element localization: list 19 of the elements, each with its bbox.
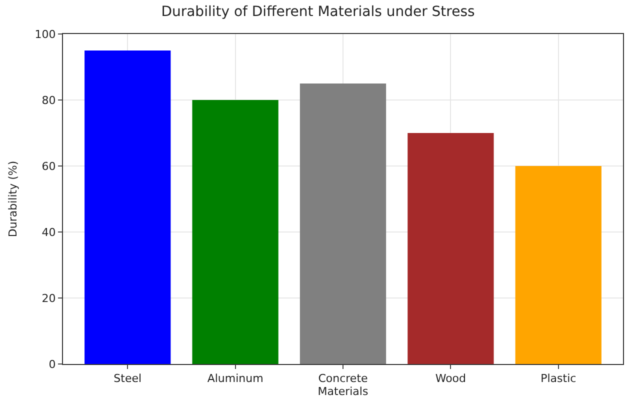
x-tick-label: Steel — [114, 372, 142, 386]
x-tick-label: Wood — [435, 372, 466, 386]
y-tick-label: 80 — [42, 94, 56, 107]
y-axis-title: Durability (%) — [6, 160, 20, 238]
bar — [84, 50, 171, 364]
y-tick-label: 100 — [34, 28, 56, 41]
y-tick-label: 20 — [42, 292, 56, 305]
y-tick-label: 0 — [48, 358, 56, 371]
bar — [300, 84, 386, 364]
bar — [408, 133, 494, 364]
bar — [515, 166, 602, 364]
x-axis-title: Materials — [318, 385, 368, 398]
x-tick-label: Concrete — [318, 372, 368, 386]
y-tick-label: 60 — [42, 160, 56, 173]
chart-title: Durability of Different Materials under Stress — [161, 4, 475, 20]
x-tick-label: Aluminum — [207, 372, 264, 386]
y-tick-label: 40 — [42, 226, 56, 239]
bar — [192, 100, 278, 364]
x-tick-label: Plastic — [540, 372, 576, 386]
